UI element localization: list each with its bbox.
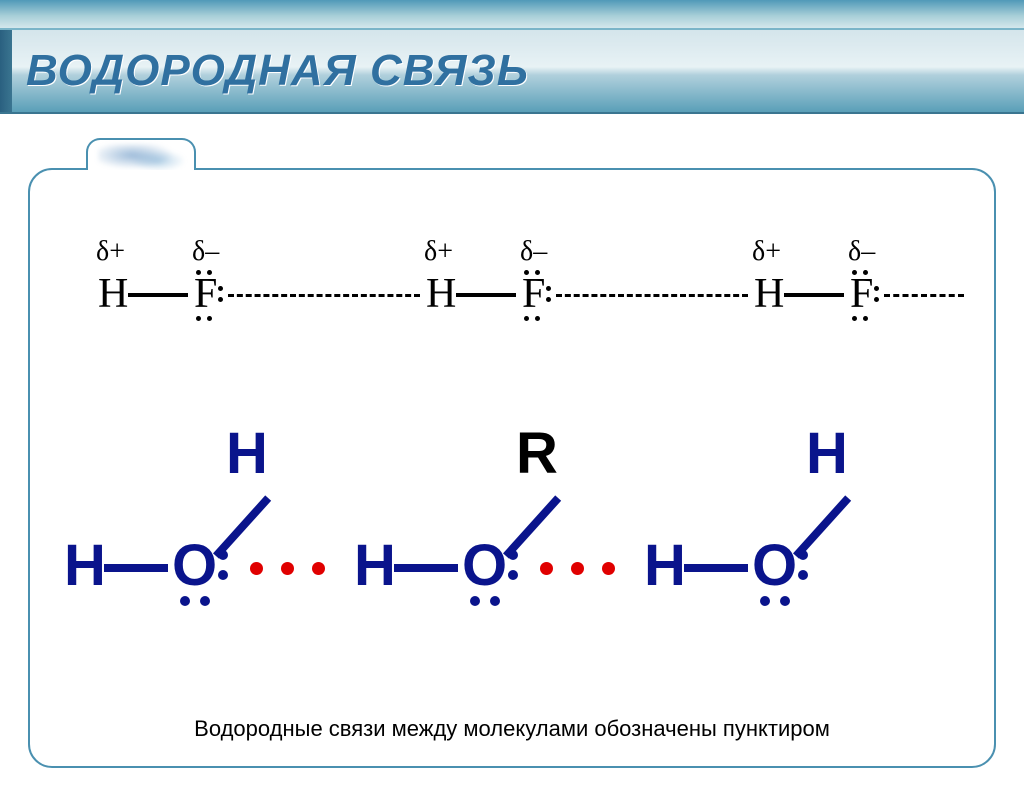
lone-pair [798, 550, 808, 580]
atom-f: F [194, 270, 217, 318]
charge-positive: δ+ [424, 236, 453, 268]
page-title: ВОДОРОДНАЯ СВЯЗЬ [26, 46, 529, 96]
caption-text: Водородные связи между молекулами обозна… [30, 716, 994, 742]
covalent-bond [394, 564, 458, 572]
atom-h: H [98, 270, 128, 318]
lone-pair [874, 286, 879, 302]
atom-h: H [806, 420, 848, 487]
lone-pair [218, 550, 228, 580]
roh-diagram: HOHROHHOH [70, 420, 954, 680]
atom-o: O [752, 532, 797, 599]
hydrogen-bond-dash [228, 294, 420, 297]
atom-o: O [462, 532, 507, 599]
lone-pair [852, 270, 868, 275]
charge-positive: δ+ [752, 236, 781, 268]
atom-h: H [354, 532, 396, 599]
atom-h: H [754, 270, 784, 318]
hydrogen-bond-dots [250, 562, 325, 575]
lone-pair [470, 596, 500, 606]
atom-h: H [226, 420, 268, 487]
lone-pair [196, 270, 212, 275]
hydrogen-bond-dash [556, 294, 748, 297]
covalent-bond [104, 564, 168, 572]
lone-pair [218, 286, 223, 302]
covalent-bond [456, 293, 516, 297]
charge-negative: δ– [520, 236, 547, 268]
frame-tab [86, 138, 196, 170]
title-bar: ВОДОРОДНАЯ СВЯЗЬ [0, 28, 1024, 114]
charge-negative: δ– [848, 236, 875, 268]
charge-negative: δ– [192, 236, 219, 268]
hydrogen-bond-dots [540, 562, 615, 575]
lone-pair [196, 316, 212, 321]
atom-h: H [64, 532, 106, 599]
atom-f: F [522, 270, 545, 318]
atom-h: H [644, 532, 686, 599]
hf-diagram: δ+ δ– H Fδ+ δ– H Fδ+ δ– H F [70, 230, 954, 380]
lone-pair [180, 596, 210, 606]
covalent-bond [684, 564, 748, 572]
content-frame: δ+δ–HFδ+δ–HFδ+δ–HF HOHROHHOH Водородные … [28, 168, 996, 768]
atom-r: R [516, 420, 558, 487]
covalent-bond [784, 293, 844, 297]
lone-pair [760, 596, 790, 606]
atom-h: H [426, 270, 456, 318]
covalent-bond [128, 293, 188, 297]
lone-pair [546, 286, 551, 302]
atom-o: O [172, 532, 217, 599]
lone-pair [508, 550, 518, 580]
charge-positive: δ+ [96, 236, 125, 268]
lone-pair [524, 270, 540, 275]
atom-f: F [850, 270, 873, 318]
lone-pair [524, 316, 540, 321]
hydrogen-bond-dash [884, 294, 964, 297]
lone-pair [852, 316, 868, 321]
